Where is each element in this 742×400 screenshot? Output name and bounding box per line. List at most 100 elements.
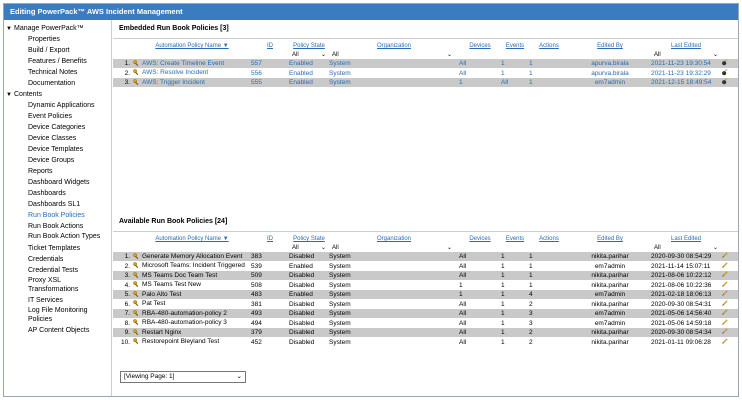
edit-icon[interactable]	[721, 299, 733, 309]
column-header-last-edited[interactable]: Last Edited	[670, 236, 702, 242]
sidebar-item-device-categories[interactable]: Device Categories	[28, 124, 86, 131]
edit-icon[interactable]	[721, 252, 733, 261]
edit-icon[interactable]	[721, 309, 733, 318]
key-icon[interactable]	[133, 291, 140, 298]
sidebar-item-build-export[interactable]: Build / Export	[28, 47, 70, 54]
cell-name[interactable]: AWS: Create Timeline Event	[133, 60, 251, 67]
sidebar-item-run-book-action-types[interactable]: Run Book Action Types	[28, 233, 101, 240]
table-row[interactable]: 2. Microsoft Teams: Incident Triggered 539…	[113, 261, 738, 271]
sidebar-item-run-book-policies[interactable]: Run Book Policies	[28, 212, 85, 219]
table-row[interactable]: 4. MS Teams Test New 508 Disabled System 1 1 1 n…	[113, 280, 738, 290]
table-row[interactable]: 1. Generate Memory Allocation Event 383 Dis…	[113, 252, 738, 261]
sidebar-item-device-templates[interactable]: Device Templates	[28, 146, 84, 153]
table-row[interactable]: 7. RBA-480-automation-policy 2 493 Disabled…	[113, 309, 738, 318]
sidebar-group-manage[interactable]: ▼ Manage PowerPack™	[4, 23, 111, 34]
organization-filter[interactable]: All ⌄	[329, 244, 455, 252]
edit-icon[interactable]	[721, 261, 733, 271]
column-header-events[interactable]: Events	[505, 43, 525, 49]
sidebar-item-it-services[interactable]: IT Services	[28, 297, 63, 304]
key-icon[interactable]	[133, 281, 140, 288]
edit-icon[interactable]	[721, 280, 733, 290]
sidebar-item-proxy-xsl-transformations[interactable]: Proxy XSL Transformations	[28, 277, 79, 293]
last-edited-filter[interactable]: All ⌄	[651, 51, 721, 59]
remove-policy-icon[interactable]	[721, 59, 733, 68]
cell-name[interactable]: Microsoft Teams: Incident Triggered	[133, 262, 251, 270]
column-header-devices[interactable]: Devices	[469, 43, 491, 49]
table-row[interactable]: 3. AWS: Trigger Incident 555 Enabled System 1…	[113, 78, 738, 87]
column-header-organization[interactable]: Organization	[376, 43, 412, 49]
edit-icon[interactable]	[721, 290, 733, 299]
key-icon[interactable]	[133, 319, 140, 326]
table-row[interactable]: 1. AWS: Create Timeline Event 557 Enabled Sy…	[113, 59, 738, 68]
column-header-id[interactable]: ID	[267, 43, 273, 49]
table-row[interactable]: 2. AWS: Resolve Incident 556 Enabled System A…	[113, 68, 738, 78]
column-header-policy-state[interactable]: Policy State	[293, 236, 325, 242]
sidebar-item-event-policies[interactable]: Event Policies	[28, 113, 72, 120]
cell-name[interactable]: Restorepoint Bleyland Test	[133, 338, 251, 346]
key-icon[interactable]	[133, 79, 140, 86]
sidebar-item-dashboard-widgets[interactable]: Dashboard Widgets	[28, 179, 90, 186]
policy-state-filter[interactable]: All ⌄	[289, 51, 329, 59]
cell-name[interactable]: Pat Test	[133, 300, 251, 308]
page-select[interactable]: [Viewing Page: 1] ⌄	[120, 371, 246, 383]
table-row[interactable]: 6. Pat Test 381 Disabled System All 1 2 nikita.p…	[113, 299, 738, 309]
key-icon[interactable]	[133, 310, 140, 317]
cell-name[interactable]: Restart Nginx	[133, 329, 251, 336]
cell-name[interactable]: MS Teams Doc Team Test	[133, 272, 251, 279]
column-header-devices[interactable]: Devices	[469, 236, 491, 242]
edit-icon[interactable]	[721, 328, 733, 337]
column-header-policy-state[interactable]: Policy State	[293, 43, 325, 49]
sidebar-item-ap-content-objects[interactable]: AP Content Objects	[28, 327, 90, 334]
sidebar-item-technical-notes[interactable]: Technical Notes	[28, 69, 78, 76]
column-header-automation-policy-name[interactable]: Automation Policy Name ▼	[155, 43, 229, 49]
remove-policy-icon[interactable]	[721, 78, 733, 87]
sidebar-item-run-book-actions[interactable]: Run Book Actions	[28, 223, 84, 230]
key-icon[interactable]	[133, 272, 140, 279]
column-header-edited-by[interactable]: Edited By	[597, 43, 623, 49]
sidebar-item-documentation[interactable]: Documentation	[28, 80, 76, 87]
sidebar-item-dashboards-sl1[interactable]: Dashboards SL1	[28, 201, 81, 208]
sidebar-group-contents[interactable]: ▼ Contents	[4, 89, 111, 100]
table-row[interactable]: 9. Restart Nginx 379 Disabled System All 1 2 nik…	[113, 328, 738, 337]
table-row[interactable]: 3. MS Teams Doc Team Test 509 Disabled Syste…	[113, 271, 738, 280]
key-icon[interactable]	[133, 338, 140, 345]
cell-name[interactable]: RBA-480-automation-policy 2	[133, 310, 251, 317]
sidebar-item-credential-tests[interactable]: Credential Tests	[28, 267, 79, 274]
edit-icon[interactable]	[721, 271, 733, 280]
column-header-automation-policy-name[interactable]: Automation Policy Name ▼	[155, 236, 229, 242]
organization-filter[interactable]: All ⌄	[329, 51, 455, 59]
cell-name[interactable]: RBA-480-automation-policy 3	[133, 319, 251, 327]
key-icon[interactable]	[133, 300, 140, 307]
column-header-last-edited[interactable]: Last Edited	[670, 43, 702, 49]
key-icon[interactable]	[133, 60, 140, 67]
column-header-edited-by[interactable]: Edited By	[597, 236, 623, 242]
key-icon[interactable]	[133, 329, 140, 336]
cell-name[interactable]: Generate Memory Allocation Event	[133, 253, 251, 260]
column-header-events[interactable]: Events	[505, 236, 525, 242]
sidebar-item-log-file-monitoring-policies[interactable]: Log File Monitoring Policies	[28, 307, 88, 323]
policy-state-filter[interactable]: All ⌄	[289, 244, 329, 252]
key-icon[interactable]	[133, 253, 140, 260]
cell-name[interactable]: Palo Alto Test	[133, 291, 251, 298]
cell-name[interactable]: AWS: Trigger Incident	[133, 79, 251, 86]
column-header-actions[interactable]: Actions	[539, 43, 559, 49]
edit-icon[interactable]	[721, 337, 733, 347]
edit-icon[interactable]	[721, 318, 733, 328]
column-header-actions[interactable]: Actions	[539, 236, 559, 242]
table-row[interactable]: 8. RBA-480-automation-policy 3 494 Disabled…	[113, 318, 738, 328]
remove-policy-icon[interactable]	[721, 68, 733, 78]
sidebar-item-reports[interactable]: Reports	[28, 168, 53, 175]
sidebar-item-device-classes[interactable]: Device Classes	[28, 135, 77, 142]
key-icon[interactable]	[133, 262, 140, 269]
sidebar-item-ticket-templates[interactable]: Ticket Templates	[28, 245, 81, 252]
table-row[interactable]: 10. Restorepoint Bleyland Test 452 Disabled…	[113, 337, 738, 347]
column-header-organization[interactable]: Organization	[376, 236, 412, 242]
last-edited-filter[interactable]: All ⌄	[651, 244, 721, 252]
sidebar-item-features-benefits[interactable]: Features / Benefits	[28, 58, 87, 65]
cell-name[interactable]: AWS: Resolve Incident	[133, 69, 251, 77]
sidebar-item-dashboards[interactable]: Dashboards	[28, 190, 66, 197]
sidebar-item-dynamic-applications[interactable]: Dynamic Applications	[28, 102, 95, 109]
column-header-id[interactable]: ID	[267, 236, 273, 242]
key-icon[interactable]	[133, 69, 140, 76]
sidebar-item-properties[interactable]: Properties	[28, 36, 60, 43]
